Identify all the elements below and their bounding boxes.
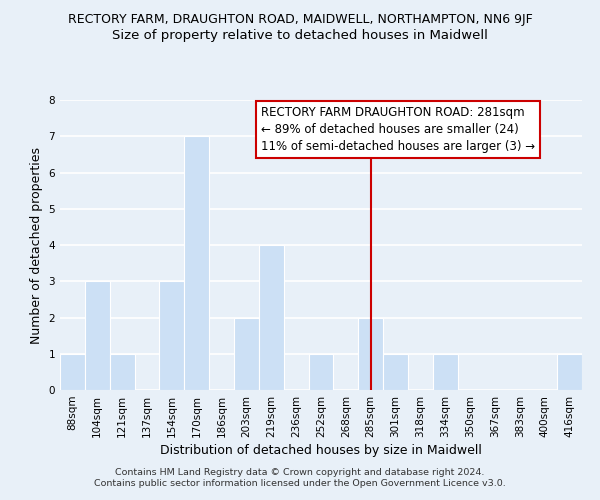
- Bar: [110, 354, 134, 390]
- Text: RECTORY FARM DRAUGHTON ROAD: 281sqm
← 89% of detached houses are smaller (24)
11: RECTORY FARM DRAUGHTON ROAD: 281sqm ← 89…: [261, 106, 535, 153]
- Bar: [358, 318, 383, 390]
- Bar: [308, 354, 334, 390]
- Text: RECTORY FARM, DRAUGHTON ROAD, MAIDWELL, NORTHAMPTON, NN6 9JF: RECTORY FARM, DRAUGHTON ROAD, MAIDWELL, …: [68, 12, 532, 26]
- Bar: [85, 281, 110, 390]
- Text: Contains HM Land Registry data © Crown copyright and database right 2024.
Contai: Contains HM Land Registry data © Crown c…: [94, 468, 506, 487]
- Text: Size of property relative to detached houses in Maidwell: Size of property relative to detached ho…: [112, 29, 488, 42]
- Bar: [234, 318, 259, 390]
- Bar: [184, 136, 209, 390]
- Bar: [433, 354, 458, 390]
- Bar: [259, 245, 284, 390]
- Bar: [60, 354, 85, 390]
- X-axis label: Distribution of detached houses by size in Maidwell: Distribution of detached houses by size …: [160, 444, 482, 457]
- Bar: [383, 354, 408, 390]
- Bar: [557, 354, 582, 390]
- Y-axis label: Number of detached properties: Number of detached properties: [30, 146, 43, 344]
- Bar: [160, 281, 184, 390]
